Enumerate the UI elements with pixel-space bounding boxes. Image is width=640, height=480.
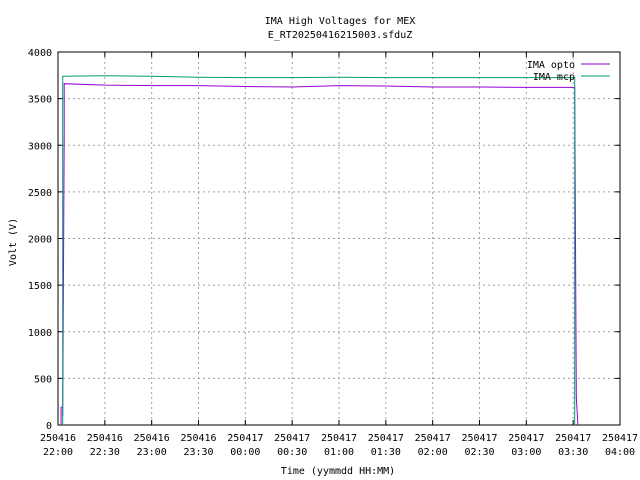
x-tick-label-date: 250417 [461, 433, 497, 444]
y-tick-label: 4000 [28, 48, 52, 59]
x-tick-label-time: 02:00 [418, 447, 448, 458]
legend-label: IMA mcp [533, 72, 575, 83]
y-tick-label: 1500 [28, 281, 52, 292]
chart-title: IMA High Voltages for MEX [265, 16, 416, 27]
x-tick-label-time: 03:30 [558, 447, 588, 458]
y-tick-label: 0 [46, 421, 52, 432]
x-tick-label-date: 250416 [87, 433, 123, 444]
axis-layer: 0 500 1000 1500 2000 2500 3000 3500 4000 250416 22… [28, 48, 638, 458]
y-tick-label: 3500 [28, 95, 52, 106]
x-tick-label-date: 250417 [274, 433, 310, 444]
series-line-ima-opto [60, 83, 579, 426]
y-tick-label: 2500 [28, 188, 52, 199]
x-tick-label-date: 250417 [321, 433, 357, 444]
x-tick-label-date: 250417 [555, 433, 591, 444]
plot-frame [57, 51, 621, 426]
x-tick-label-date: 250416 [134, 433, 170, 444]
y-tick-label: 2000 [28, 235, 52, 246]
x-tick-label-time: 03:00 [511, 447, 541, 458]
x-axis-label: Time (yymmdd HH:MM) [281, 466, 395, 477]
x-tick-label-date: 250417 [415, 433, 451, 444]
legend-label: IMA opto [527, 60, 575, 71]
x-tick-label-time: 04:00 [605, 447, 635, 458]
x-tick-label-time: 01:30 [371, 447, 401, 458]
y-tick-label: 3000 [28, 141, 52, 152]
grid-layer [58, 52, 620, 425]
x-tick-label-date: 250416 [180, 433, 216, 444]
x-tick-label-date: 250416 [40, 433, 76, 444]
x-tick-label-time: 01:00 [324, 447, 354, 458]
x-tick-label-time: 00:00 [230, 447, 260, 458]
y-tick-label: 500 [34, 374, 52, 385]
x-tick-label-time: 23:30 [183, 447, 213, 458]
y-axis-label: Volt (V) [8, 218, 19, 266]
x-tick-label-time: 02:30 [464, 447, 494, 458]
x-tick-label-time: 23:00 [137, 447, 167, 458]
x-tick-label-time: 00:30 [277, 447, 307, 458]
series-layer [60, 75, 579, 426]
x-tick-label-time: 22:30 [90, 447, 120, 458]
x-tick-label-time: 22:00 [43, 447, 73, 458]
x-tick-label-date: 250417 [602, 433, 638, 444]
chart-subtitle: E_RT20250416215003.sfduZ [268, 30, 413, 41]
series-line-ima-mcp [62, 75, 576, 425]
x-tick-label-date: 250417 [368, 433, 404, 444]
x-tick-label-date: 250417 [508, 433, 544, 444]
y-tick-label: 1000 [28, 328, 52, 339]
x-tick-label-date: 250417 [227, 433, 263, 444]
